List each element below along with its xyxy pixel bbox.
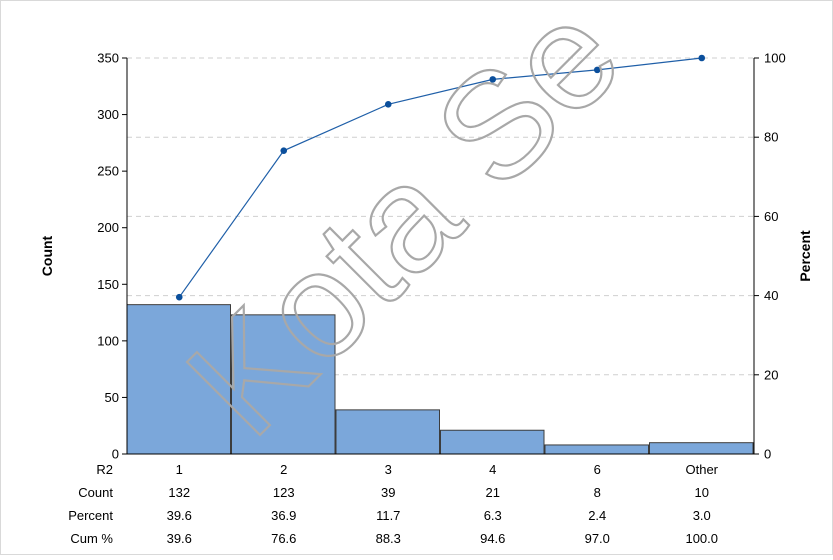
- table-cell: 6.3: [484, 508, 502, 523]
- y-tick-label: 350: [97, 51, 119, 66]
- bar-6: [544, 444, 649, 455]
- table-cell: 94.6: [480, 531, 505, 546]
- y2-tick-label: 100: [764, 51, 786, 66]
- table-cell: 2.4: [588, 508, 606, 523]
- y2-tick-label: 20: [764, 367, 778, 382]
- table-cell: 21: [486, 485, 500, 500]
- cum-percent-polyline: [178, 57, 702, 298]
- y-axis-ticks: 0 50 100 150 200 250 300 350: [97, 51, 127, 462]
- bars: [126, 304, 754, 455]
- gridlines: [127, 57, 754, 376]
- cum-percent-point-2: [280, 147, 288, 154]
- table-cell: 39: [381, 485, 395, 500]
- table-cell: 123: [273, 485, 295, 500]
- table-cell: 11.7: [376, 508, 400, 523]
- category-label-Other: Other: [685, 462, 718, 477]
- bar-3: [335, 409, 440, 455]
- y2-tick-label: 0: [764, 447, 771, 462]
- table-cell: 97.0: [585, 531, 610, 546]
- category-label-2: 2: [280, 462, 287, 477]
- y2-tick-label: 40: [764, 288, 778, 303]
- bar-1: [126, 304, 231, 455]
- category-label-4: 4: [489, 462, 496, 477]
- cum-percent-point-1: [175, 293, 183, 301]
- category-label-3: 3: [385, 462, 392, 477]
- y2-axis-title: Percent: [797, 230, 813, 282]
- table-cell: 10: [695, 485, 709, 500]
- category-label-6: 6: [594, 462, 601, 477]
- cum-percent-point-3: [384, 101, 392, 108]
- y2-tick-label: 80: [764, 130, 778, 145]
- table-cell: 8: [594, 485, 601, 500]
- table-row-label: Cum %: [70, 531, 113, 546]
- y-axis-title: Count: [39, 235, 55, 276]
- table-cell: 36.9: [271, 508, 296, 523]
- y-tick-label: 250: [97, 164, 119, 179]
- table-cell: 39.6: [167, 508, 192, 523]
- y-tick-label: 0: [112, 447, 119, 462]
- axes: [126, 58, 755, 455]
- y-tick-label: 150: [97, 277, 119, 292]
- table-cell: 88.3: [376, 531, 401, 546]
- table-row-label: Percent: [68, 508, 113, 523]
- y-tick-label: 100: [97, 333, 119, 348]
- table-cell: 100.0: [685, 531, 718, 546]
- cum-percent-point-6: [593, 66, 601, 74]
- table-row-label: Count: [78, 485, 113, 500]
- y2-axis-ticks: 0 20 40 60 80 100: [754, 51, 786, 462]
- cumulative-percent-line: [175, 54, 706, 301]
- cum-percent-point-4: [489, 76, 497, 83]
- y-tick-label: 200: [97, 220, 119, 235]
- bar-Other: [649, 442, 754, 455]
- cum-percent-point-Other: [698, 54, 706, 62]
- y-tick-label: 50: [105, 390, 119, 405]
- table-cell: 132: [168, 485, 190, 500]
- table-cell: 39.6: [167, 531, 192, 546]
- y2-tick-label: 60: [764, 209, 778, 224]
- y-tick-label: 300: [97, 107, 119, 122]
- table-header-label: R2: [96, 462, 113, 477]
- table-cell: 3.0: [693, 508, 711, 523]
- category-label-1: 1: [176, 462, 183, 477]
- table-cell: 76.6: [271, 531, 296, 546]
- bar-4: [440, 429, 545, 455]
